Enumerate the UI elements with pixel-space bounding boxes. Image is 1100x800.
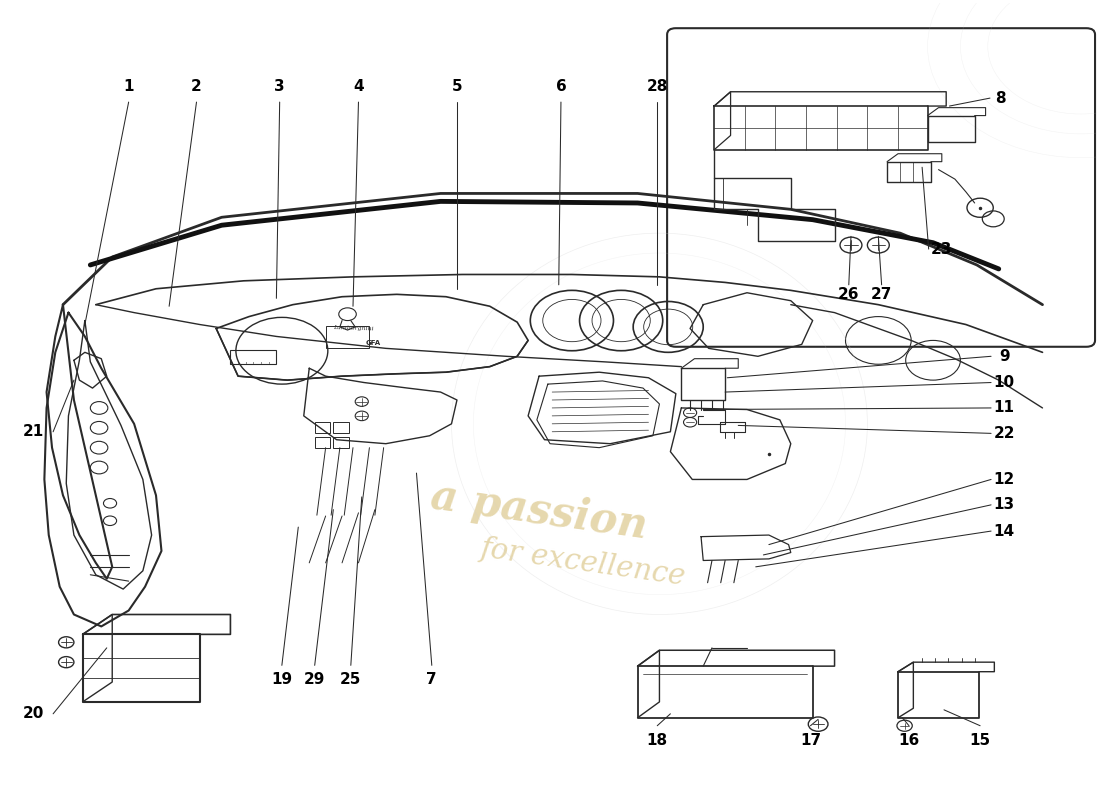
Text: 13: 13	[993, 498, 1015, 512]
Bar	[326, 326, 370, 348]
Text: Lamborghini: Lamborghini	[332, 326, 373, 332]
Text: 20: 20	[23, 706, 44, 722]
Text: 5: 5	[452, 78, 462, 94]
Text: 18: 18	[647, 733, 668, 747]
Text: 6: 6	[556, 78, 566, 94]
Text: 15: 15	[969, 733, 991, 747]
Bar	[333, 437, 349, 448]
Text: 19: 19	[272, 672, 293, 687]
Text: 22: 22	[993, 426, 1015, 441]
Text: 11: 11	[993, 401, 1014, 415]
Bar	[315, 422, 330, 434]
Text: 4: 4	[353, 78, 364, 94]
Text: 8: 8	[996, 90, 1006, 106]
Text: 12: 12	[993, 472, 1015, 487]
Text: for excellence: for excellence	[478, 534, 688, 591]
Text: 27: 27	[871, 287, 892, 302]
Text: 1: 1	[123, 78, 134, 94]
Text: 29: 29	[304, 672, 326, 687]
Text: 28: 28	[647, 78, 668, 94]
Text: 14: 14	[993, 523, 1015, 538]
Text: a passion: a passion	[428, 475, 650, 547]
Text: 3: 3	[274, 78, 285, 94]
Text: 26: 26	[838, 287, 859, 302]
Text: 23: 23	[931, 242, 953, 257]
Bar	[333, 422, 349, 434]
Text: 17: 17	[800, 733, 821, 747]
Bar	[230, 350, 276, 364]
Bar	[315, 437, 330, 448]
Text: GFA: GFA	[365, 340, 381, 346]
Text: 10: 10	[993, 375, 1015, 390]
Text: 7: 7	[427, 672, 437, 687]
Text: 16: 16	[899, 733, 920, 747]
Text: 9: 9	[999, 349, 1010, 364]
Text: 2: 2	[191, 78, 202, 94]
Text: 25: 25	[340, 672, 362, 687]
Text: 21: 21	[23, 424, 44, 439]
